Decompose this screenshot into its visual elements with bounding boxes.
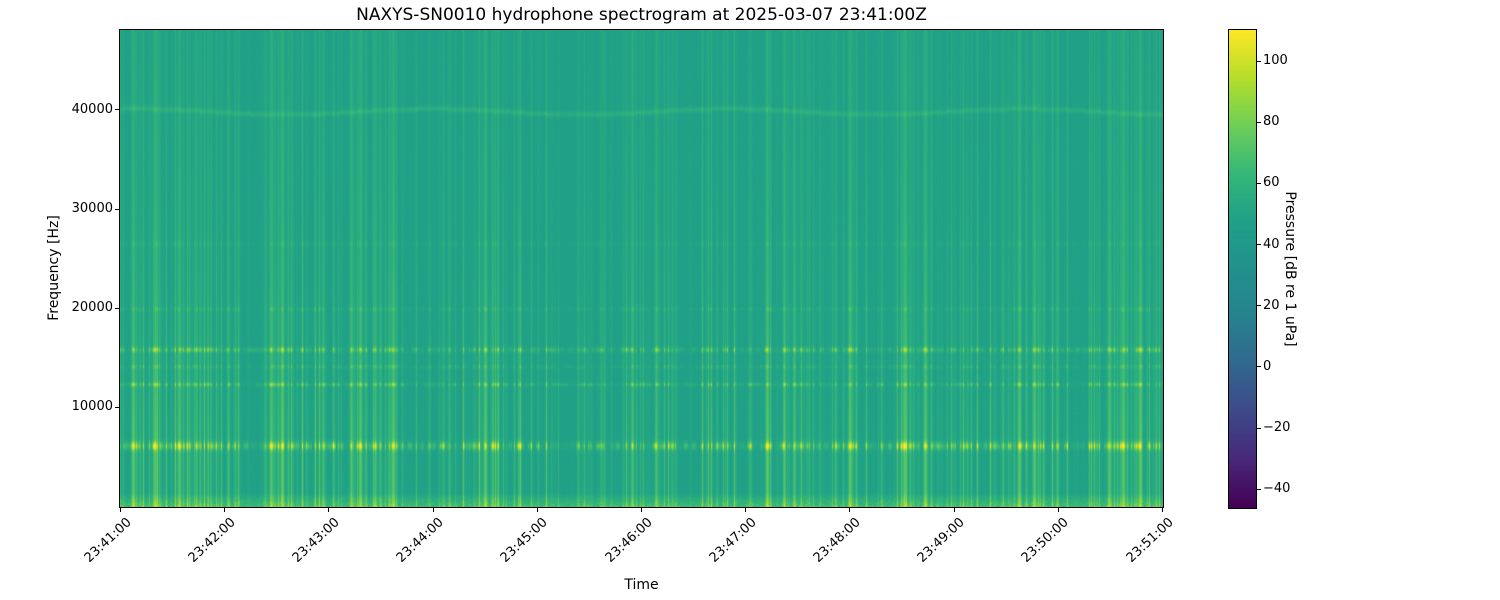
colorbar-tick-label: 0 bbox=[1263, 358, 1272, 374]
x-tick-mark bbox=[953, 508, 955, 512]
x-tick-mark bbox=[745, 508, 747, 512]
x-tick-mark bbox=[849, 508, 851, 512]
colorbar-tick-mark bbox=[1257, 121, 1261, 123]
colorbar-tick-mark bbox=[1257, 60, 1261, 62]
x-tick-label: 23:47:00 bbox=[706, 515, 760, 566]
x-tick-label: 23:50:00 bbox=[1019, 515, 1073, 566]
colorbar-tick-label: 100 bbox=[1263, 53, 1288, 69]
colorbar-tick-mark bbox=[1257, 488, 1261, 490]
x-tick-label: 23:42:00 bbox=[185, 515, 239, 566]
y-tick-label: 20000 bbox=[71, 300, 113, 316]
spectrogram-heatmap bbox=[120, 30, 1163, 507]
x-tick-label: 23:45:00 bbox=[498, 515, 552, 566]
y-tick-mark bbox=[115, 109, 119, 111]
y-tick-mark bbox=[115, 406, 119, 408]
x-tick-mark bbox=[641, 508, 642, 512]
x-tick-mark bbox=[1057, 508, 1059, 512]
x-tick-mark bbox=[224, 508, 226, 512]
colorbar-tick-mark bbox=[1257, 427, 1261, 429]
x-axis-label: Time bbox=[624, 577, 659, 593]
colorbar-tick-mark bbox=[1257, 182, 1261, 184]
colorbar-tick-label: 40 bbox=[1263, 236, 1280, 252]
x-tick-label: 23:49:00 bbox=[914, 515, 968, 566]
colorbar-tick-label: −20 bbox=[1263, 420, 1291, 435]
colorbar-label: Pressure [dB re 1 uPa] bbox=[1282, 191, 1298, 347]
x-tick-mark bbox=[328, 508, 330, 512]
colorbar-tick-label: 20 bbox=[1263, 297, 1280, 313]
colorbar-gradient bbox=[1229, 30, 1256, 508]
x-tick-mark bbox=[120, 508, 121, 512]
colorbar-tick-label: 60 bbox=[1263, 175, 1280, 191]
x-tick-label: 23:46:00 bbox=[602, 515, 656, 566]
x-tick-mark bbox=[1162, 508, 1163, 512]
x-tick-label: 23:51:00 bbox=[1123, 515, 1177, 566]
y-tick-mark bbox=[115, 208, 119, 210]
x-tick-label: 23:43:00 bbox=[289, 515, 343, 566]
colorbar-tick-mark bbox=[1257, 244, 1261, 246]
x-tick-label: 23:48:00 bbox=[810, 515, 864, 566]
x-tick-label: 23:41:00 bbox=[81, 515, 135, 566]
y-tick-mark bbox=[115, 307, 119, 309]
x-tick-mark bbox=[536, 508, 538, 512]
y-tick-label: 10000 bbox=[71, 399, 113, 415]
x-tick-mark bbox=[432, 508, 434, 512]
y-tick-label: 30000 bbox=[71, 201, 113, 216]
y-tick-label: 40000 bbox=[71, 101, 113, 117]
x-tick-label: 23:44:00 bbox=[393, 515, 447, 566]
colorbar-tick-label: −40 bbox=[1263, 481, 1291, 497]
colorbar-tick-mark bbox=[1257, 305, 1261, 307]
colorbar-tick-label: 80 bbox=[1263, 114, 1280, 130]
colorbar-tick-mark bbox=[1257, 366, 1261, 368]
page-title: NAXYS-SN0010 hydrophone spectrogram at 2… bbox=[356, 5, 927, 25]
